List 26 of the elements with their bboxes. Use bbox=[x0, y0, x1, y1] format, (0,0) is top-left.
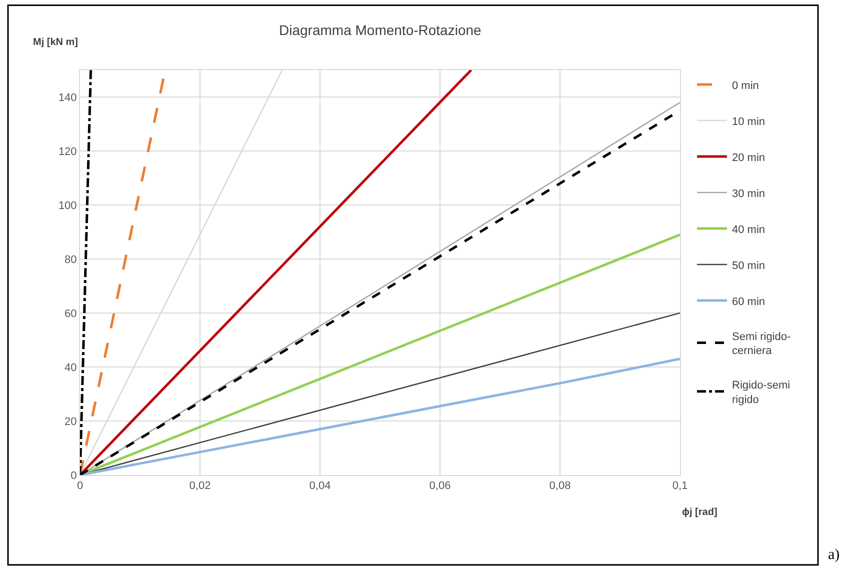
x-tick-label: 0,02 bbox=[189, 480, 211, 492]
legend-label: 40 min bbox=[732, 224, 766, 236]
legend-label: 0 min bbox=[732, 80, 759, 92]
y-tick-label: 20 bbox=[64, 416, 77, 428]
legend-label: Rigido-semi rigido bbox=[732, 380, 790, 406]
x-tick-label: 0,08 bbox=[549, 480, 571, 492]
legend-label: 50 min bbox=[732, 260, 766, 272]
legend-label: 30 min bbox=[732, 188, 766, 200]
y-tick-label: 100 bbox=[58, 200, 77, 212]
y-tick-label: 0 bbox=[70, 470, 77, 482]
legend-label: 20 min bbox=[732, 152, 766, 164]
y-tick-label: 140 bbox=[58, 92, 77, 104]
chart-title: Diagramma Momento-Rotazione bbox=[279, 22, 482, 38]
legend-label: 60 min bbox=[732, 296, 766, 308]
legend-label: 10 min bbox=[732, 116, 766, 128]
x-tick-label: 0,1 bbox=[672, 480, 688, 492]
text: a) bbox=[828, 547, 840, 563]
x-tick-label: 0,04 bbox=[309, 480, 331, 492]
y-axis-title: Mj [kN m] bbox=[33, 37, 78, 48]
y-tick-label: 60 bbox=[64, 308, 77, 320]
y-tick-label: 40 bbox=[64, 362, 77, 374]
x-axis-title: ϕj [rad] bbox=[682, 507, 718, 518]
x-tick-label: 0,06 bbox=[429, 480, 451, 492]
y-tick-label: 80 bbox=[64, 254, 77, 266]
y-tick-label: 120 bbox=[58, 146, 77, 158]
legend-label: Semi rigido-cerniera bbox=[732, 330, 792, 358]
